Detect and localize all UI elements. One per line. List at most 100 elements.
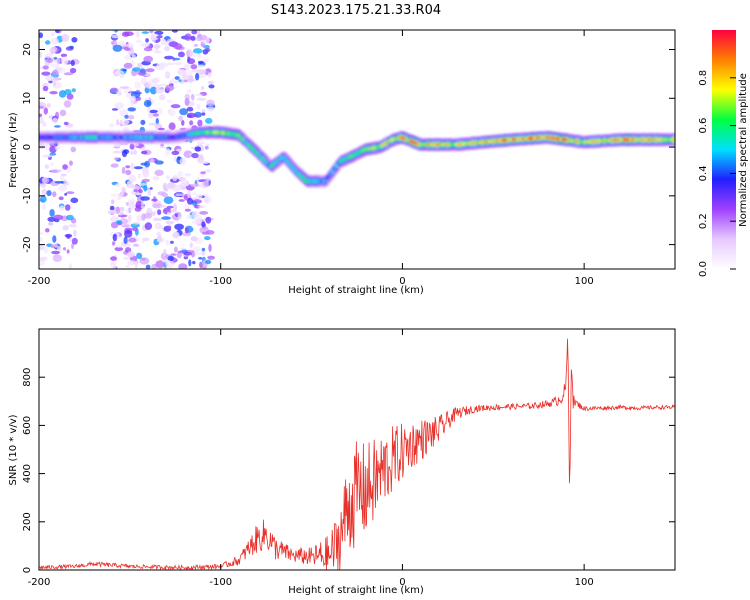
noise-blob bbox=[173, 203, 177, 211]
noise-blob bbox=[50, 76, 59, 82]
noise-blob bbox=[154, 169, 164, 176]
y-tick-label: -20 bbox=[22, 236, 33, 252]
noise-blob bbox=[165, 239, 170, 246]
y-tick-label: 10 bbox=[22, 92, 33, 105]
x-tick-label: -200 bbox=[28, 276, 51, 287]
noise-blob bbox=[188, 259, 192, 267]
noise-blob bbox=[46, 57, 54, 63]
noise-blob bbox=[149, 30, 154, 34]
noise-blob bbox=[41, 177, 50, 184]
x-tick-label: 0 bbox=[399, 276, 405, 287]
snr-x-ticks: -200 -100 0 100 bbox=[28, 329, 594, 588]
noise-blob bbox=[122, 68, 127, 72]
noise-blob bbox=[121, 166, 126, 174]
noise-blob bbox=[140, 42, 150, 47]
noise-blob bbox=[64, 89, 72, 95]
noise-blob bbox=[110, 260, 117, 269]
noise-blob bbox=[177, 212, 183, 220]
noise-blob bbox=[167, 255, 174, 262]
noise-blob bbox=[168, 122, 176, 131]
noise-blob bbox=[45, 40, 51, 45]
noise-blob bbox=[205, 48, 211, 53]
y-tick-label: 0 bbox=[22, 567, 33, 573]
noise-blob bbox=[205, 143, 210, 147]
noise-blob bbox=[49, 209, 55, 217]
noise-blob bbox=[135, 39, 142, 43]
noise-blob bbox=[139, 257, 150, 265]
noise-blob bbox=[190, 236, 198, 242]
noise-blob bbox=[128, 214, 132, 223]
noise-blob bbox=[159, 145, 166, 149]
noise-blob bbox=[133, 166, 143, 170]
colorbar-label: Normalized spectral amplitude bbox=[738, 73, 749, 227]
snr-frame bbox=[38, 328, 676, 571]
noise-blob bbox=[45, 228, 50, 233]
noise-blob bbox=[206, 99, 215, 107]
noise-blob bbox=[137, 62, 143, 70]
trace-cell bbox=[670, 138, 675, 142]
noise-blob bbox=[111, 34, 121, 39]
noise-blob bbox=[119, 119, 130, 125]
noise-blob bbox=[170, 253, 177, 256]
noise-blob bbox=[192, 200, 198, 206]
noise-blob bbox=[125, 202, 129, 206]
noise-blob bbox=[179, 108, 189, 116]
noise-blob bbox=[66, 214, 74, 221]
noise-blob bbox=[140, 150, 148, 155]
noise-blob bbox=[50, 169, 61, 174]
noise-blob bbox=[68, 263, 73, 269]
noise-blob bbox=[197, 119, 203, 127]
noise-blob bbox=[187, 89, 192, 94]
noise-blob bbox=[159, 62, 169, 68]
noise-blob bbox=[167, 62, 175, 66]
noise-blob bbox=[136, 252, 143, 260]
noise-blob bbox=[63, 100, 72, 108]
noise-blob bbox=[166, 211, 171, 216]
noise-blob bbox=[43, 246, 49, 254]
noise-blob bbox=[171, 30, 178, 33]
noise-blob bbox=[152, 113, 160, 117]
noise-blob bbox=[110, 163, 119, 168]
noise-blob bbox=[203, 195, 209, 204]
noise-blob bbox=[150, 33, 159, 37]
noise-blob bbox=[165, 84, 175, 92]
noise-blob bbox=[168, 80, 173, 84]
y-tick-label: 800 bbox=[22, 368, 33, 387]
noise-blob bbox=[63, 72, 74, 76]
noise-blob bbox=[172, 176, 178, 182]
noise-blob bbox=[59, 205, 65, 212]
noise-blob bbox=[181, 177, 187, 183]
noise-blob bbox=[52, 117, 59, 124]
noise-blob bbox=[156, 235, 163, 243]
noise-blob bbox=[177, 170, 184, 178]
noise-blob bbox=[157, 209, 162, 216]
noise-blob bbox=[183, 251, 192, 256]
noise-blob bbox=[70, 60, 75, 66]
y-tick-label: 400 bbox=[22, 464, 33, 483]
noise-blob bbox=[198, 64, 205, 68]
noise-blob bbox=[64, 233, 73, 238]
noise-blob bbox=[173, 246, 178, 253]
noise-blob bbox=[137, 72, 147, 76]
noise-blob bbox=[139, 183, 147, 186]
x-tick-label: 0 bbox=[399, 577, 405, 588]
noise-blob bbox=[175, 193, 186, 197]
colorbar-tick-label: 0.0 bbox=[698, 261, 709, 277]
y-tick-label: 200 bbox=[22, 512, 33, 531]
spectrogram-frame bbox=[38, 29, 676, 270]
spectral-trace bbox=[39, 125, 675, 188]
noise-blob bbox=[141, 237, 145, 244]
noise-blob bbox=[64, 193, 68, 196]
noise-blob bbox=[185, 70, 193, 76]
noise-blob bbox=[134, 81, 142, 89]
noise-blob bbox=[140, 196, 151, 201]
noise-blob bbox=[53, 56, 58, 60]
noise-blob bbox=[143, 99, 152, 108]
noise-blob bbox=[39, 256, 48, 261]
noise-blob bbox=[71, 88, 77, 93]
noise-blob bbox=[163, 248, 167, 257]
noise-blob bbox=[111, 241, 116, 246]
noise-blob bbox=[73, 229, 77, 237]
noise-blob bbox=[140, 119, 146, 126]
noise-blob bbox=[167, 99, 173, 103]
